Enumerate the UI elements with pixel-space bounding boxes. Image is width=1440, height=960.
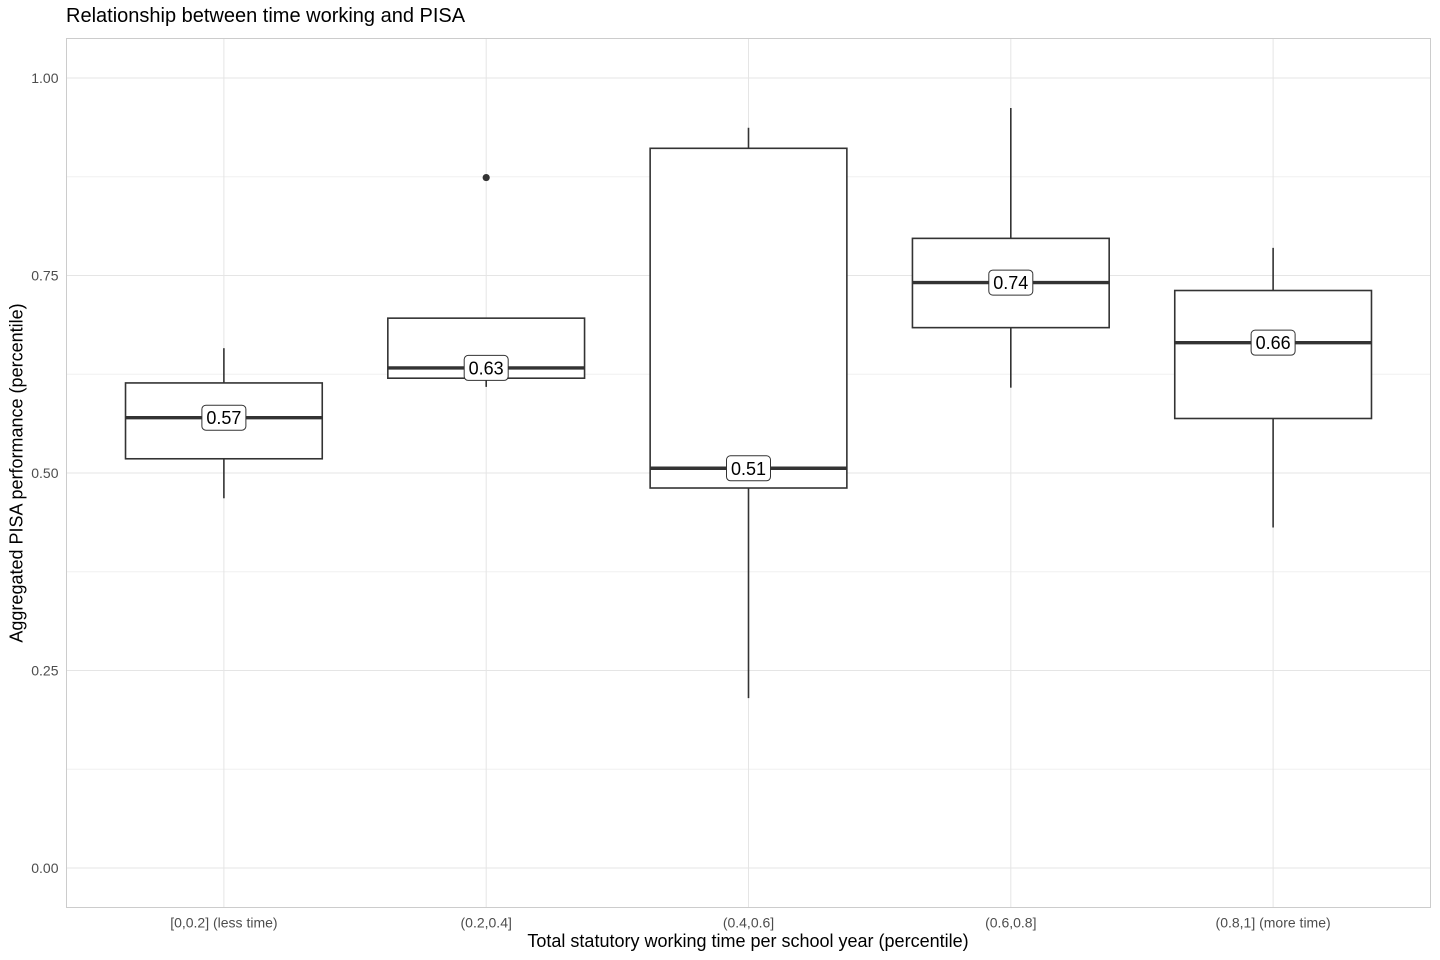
chart-title: Relationship between time working and PI… bbox=[66, 5, 466, 27]
x-tick-label: [0,0.2] (less time) bbox=[170, 915, 277, 931]
x-tick-label: (0.4,0.6] bbox=[723, 915, 774, 931]
box bbox=[124, 382, 324, 460]
median-label: 0.66 bbox=[1256, 333, 1291, 353]
y-tick-label: 0.75 bbox=[31, 268, 58, 284]
y-tick-label: 0.25 bbox=[31, 663, 58, 679]
median-label-box bbox=[463, 354, 509, 381]
median-label: 0.74 bbox=[993, 273, 1028, 293]
x-tick-label: (0.8,1] (more time) bbox=[1216, 915, 1331, 931]
median-label: 0.57 bbox=[206, 408, 241, 428]
y-tick-label: 0.50 bbox=[31, 465, 58, 481]
median-label-box bbox=[1250, 329, 1296, 356]
median-label-box bbox=[726, 455, 771, 482]
box bbox=[649, 147, 848, 489]
median-label: 0.51 bbox=[731, 459, 766, 479]
x-tick-label: (0.6,0.8] bbox=[985, 915, 1036, 931]
y-tick-label: 1.00 bbox=[31, 70, 58, 86]
median-label-box bbox=[988, 269, 1034, 296]
outlier-point bbox=[482, 173, 490, 182]
y-tick-label: 0.00 bbox=[31, 860, 58, 876]
panel-border bbox=[66, 38, 1431, 908]
x-tick-label: (0.2,0.4] bbox=[461, 915, 512, 931]
x-axis-label: Total statutory working time per school … bbox=[527, 931, 969, 951]
median-label-box bbox=[201, 404, 247, 431]
median-label: 0.63 bbox=[469, 358, 504, 378]
